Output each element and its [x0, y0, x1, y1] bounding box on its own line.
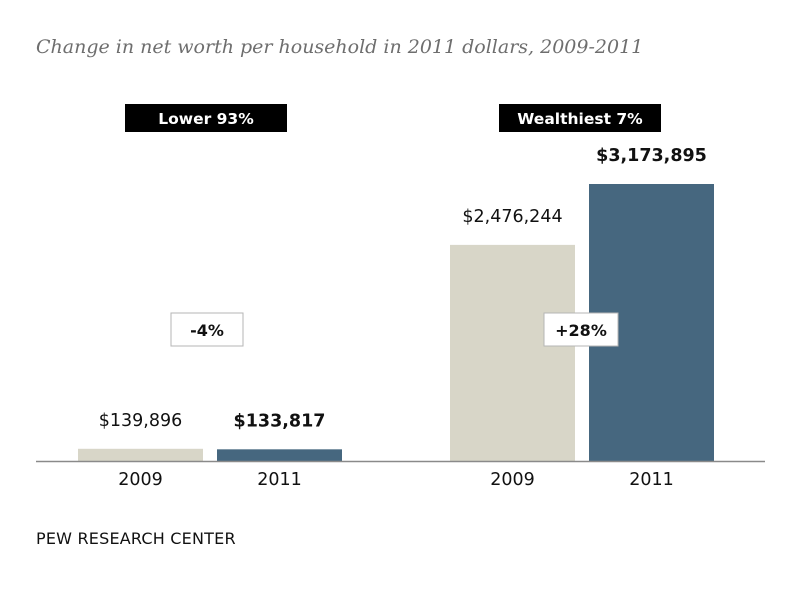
change-label: +28%	[555, 321, 607, 340]
x-tick-label: 2011	[629, 470, 674, 490]
change-label: -4%	[190, 321, 224, 340]
bar-2011	[217, 449, 342, 461]
data-label: $2,476,244	[462, 207, 562, 227]
data-label: $133,817	[234, 411, 326, 431]
data-label: $139,896	[99, 411, 183, 431]
x-tick-label: 2009	[490, 470, 535, 490]
change-box	[543, 312, 619, 347]
chart-subtitle: Change in net worth per household in 201…	[36, 36, 644, 58]
x-tick-label: 2009	[118, 470, 163, 490]
group-header-label: Lower 93%	[158, 110, 254, 128]
group-header-label: Wealthiest 7%	[517, 110, 643, 128]
group-header-box	[125, 104, 287, 132]
group-header-box	[499, 104, 661, 132]
bar-2009	[78, 448, 203, 461]
change-box	[170, 312, 244, 347]
x-tick-label: 2011	[257, 470, 302, 490]
data-label: $3,173,895	[596, 146, 707, 166]
source-credit: PEW RESEARCH CENTER	[36, 529, 236, 548]
bar-2009	[450, 244, 575, 461]
